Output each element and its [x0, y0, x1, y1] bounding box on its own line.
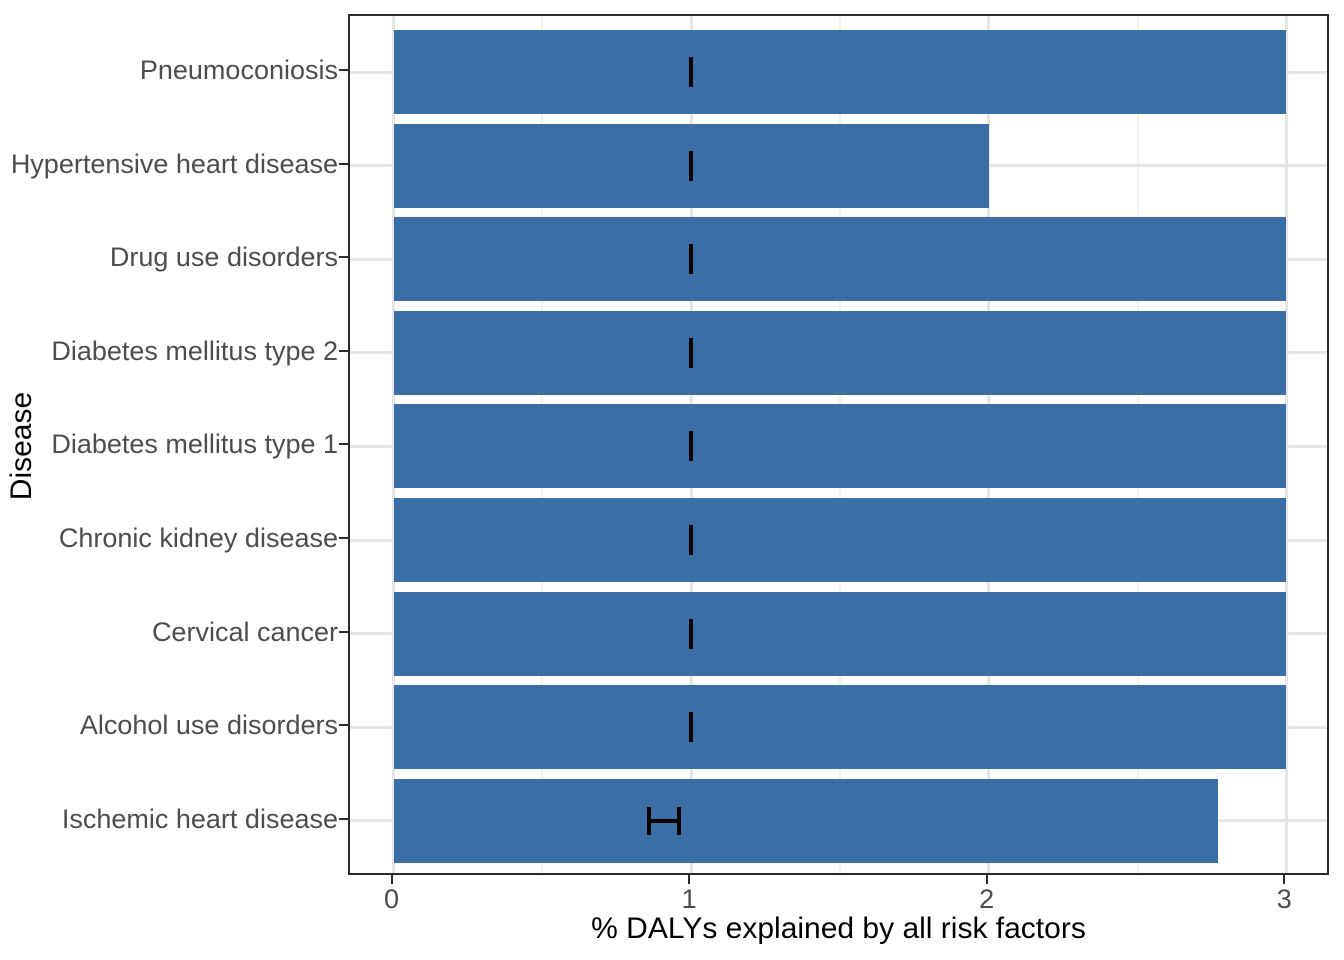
- x-tick-label: 1: [681, 884, 697, 914]
- errorbar-cap-right: [689, 244, 694, 275]
- errorbar-cap-right: [689, 337, 694, 368]
- bar: [393, 685, 1287, 770]
- bar: [393, 30, 1287, 114]
- bar: [393, 404, 1287, 489]
- x-axis-tick: [688, 875, 691, 884]
- errorbar-cap-right: [689, 525, 694, 555]
- y-axis-tick: [339, 724, 348, 727]
- y-axis-tick: [339, 349, 348, 352]
- y-tick-label: Alcohol use disorders: [79, 710, 338, 741]
- y-axis-tick: [339, 537, 348, 539]
- plot-panel: [348, 14, 1329, 875]
- y-tick-label: Cervical cancer: [151, 616, 338, 647]
- y-tick-label: Hypertensive heart disease: [10, 148, 338, 179]
- y-tick-label: Ischemic heart disease: [61, 803, 338, 834]
- errorbar-cap-right: [689, 618, 694, 649]
- errorbar-cap-right: [677, 806, 682, 835]
- y-tick-label: Diabetes mellitus type 1: [51, 429, 338, 460]
- y-tick-label: Chronic kidney disease: [58, 523, 338, 553]
- y-axis-tick: [339, 162, 348, 165]
- y-tick-label: Pneumoconiosis: [139, 55, 338, 85]
- x-axis-title: % DALYs explained by all risk factors: [591, 912, 1086, 945]
- errorbar-line: [649, 818, 680, 823]
- x-axis-tick: [1283, 875, 1286, 884]
- bar: [393, 498, 1287, 582]
- x-tick-label: 3: [1276, 884, 1292, 914]
- errorbar-cap-right: [689, 150, 694, 181]
- x-axis-tick: [985, 875, 988, 884]
- y-tick-label: Drug use disorders: [109, 242, 338, 273]
- bar: [393, 310, 1287, 395]
- errorbar-cap-right: [689, 57, 694, 87]
- y-tick-label: Diabetes mellitus type 2: [51, 335, 338, 366]
- bar: [393, 778, 1218, 863]
- y-axis-tick: [339, 817, 348, 820]
- y-axis-tick: [339, 630, 348, 633]
- bar: [393, 217, 1287, 302]
- x-tick-label: 2: [979, 884, 995, 914]
- errorbar-cap-right: [689, 712, 694, 743]
- y-axis-tick: [339, 443, 348, 446]
- bar: [393, 591, 1287, 676]
- x-tick-label: 0: [383, 884, 400, 914]
- errorbar-cap-left: [647, 806, 652, 835]
- y-axis-tick: [339, 69, 348, 71]
- x-axis-tick: [390, 875, 393, 884]
- errorbar-cap-right: [689, 431, 694, 462]
- y-axis-tick: [339, 256, 348, 259]
- gridline-major-vertical: [1284, 16, 1288, 873]
